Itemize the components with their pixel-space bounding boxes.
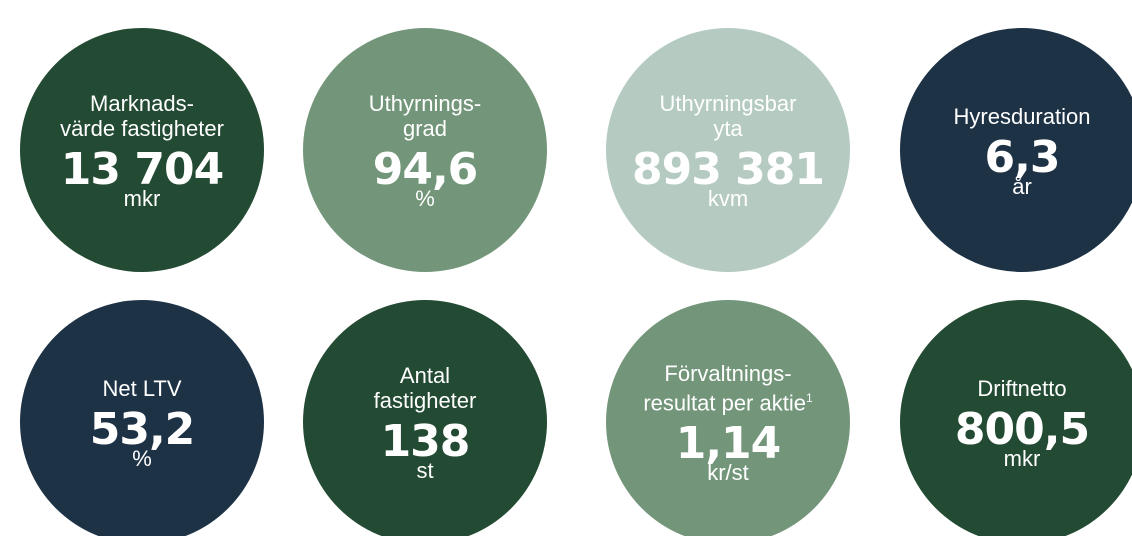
kpi-label: Marknads- <box>90 91 194 116</box>
kpi-label: Antal <box>400 363 450 388</box>
kpi-label-text: Uthyrnings- <box>368 91 482 116</box>
kpi-label: Driftnetto <box>977 376 1066 401</box>
kpi-unit: st <box>416 458 434 483</box>
kpi-label: värde fastigheter <box>60 116 224 141</box>
kpi-label: Net LTV <box>102 376 181 401</box>
kpi-unit: % <box>132 445 152 471</box>
kpi-value: 138 <box>380 416 471 467</box>
kpi-label: grad <box>403 116 447 141</box>
kpi-label-text: resultat per aktie <box>643 390 806 416</box>
kpi-value: 893 381 <box>631 144 825 195</box>
kpi-unit: mkr <box>1003 445 1041 471</box>
kpi-unit: år <box>1012 173 1032 199</box>
kpi-unit: mkr <box>123 186 161 211</box>
kpi-label-text: Uthyrningsbar <box>659 91 797 116</box>
kpi-label-text: Marknads- <box>90 91 194 116</box>
kpi-label-text: Hyresduration <box>953 103 1091 129</box>
kpi-value: 53,2 <box>89 403 196 455</box>
kpi-label-text: Antal <box>399 363 451 388</box>
kpi-circle: Förvaltnings-resultat per aktie1 1,14 kr/s… <box>606 300 850 536</box>
kpi-circle: Uthyrningsbar yta 893 381 kvm <box>606 28 850 272</box>
kpi-label: yta <box>713 116 742 141</box>
kpi-label-text: fastigheter <box>373 388 477 413</box>
kpi-value: 94,6 <box>372 144 479 195</box>
kpi-value: 6,3 <box>984 131 1061 183</box>
kpi-unit: % <box>415 186 435 211</box>
kpi-label-text: Net LTV <box>102 375 182 401</box>
kpi-unit: kr/st <box>707 460 749 486</box>
kpi-value: 800,5 <box>954 403 1090 455</box>
kpi-label: resultat per aktie1 <box>643 386 812 415</box>
kpi-value: 1,14 <box>675 418 782 470</box>
kpi-label: Uthyrningsbar <box>660 91 797 116</box>
kpi-label-text: yta <box>713 116 743 141</box>
kpi-value: 13 704 <box>60 144 224 195</box>
kpi-label-text: värde fastigheter <box>60 116 224 141</box>
kpi-label: Förvaltnings- <box>664 361 791 386</box>
kpi-unit: kvm <box>707 186 749 211</box>
kpi-circle: Driftnetto 800,5 mkr <box>900 300 1132 536</box>
kpi-label: Uthyrnings- <box>369 91 481 116</box>
kpi-label: Hyresduration <box>954 104 1091 129</box>
kpi-circle: Hyresduration 6,3 år <box>900 28 1132 272</box>
kpi-circle: Marknads-värde fastigheter 13 704 mkr <box>20 28 264 272</box>
kpi-label-text: grad <box>402 116 448 141</box>
footnote-marker: 1 <box>805 390 813 405</box>
kpi-label: fastigheter <box>374 388 477 413</box>
kpi-label-text: Driftnetto <box>977 375 1067 401</box>
kpi-label-text: Förvaltnings- <box>664 360 792 386</box>
kpi-circle: Uthyrnings-grad 94,6% <box>303 28 547 272</box>
kpi-circle: Net LTV 53,2% <box>20 300 264 536</box>
